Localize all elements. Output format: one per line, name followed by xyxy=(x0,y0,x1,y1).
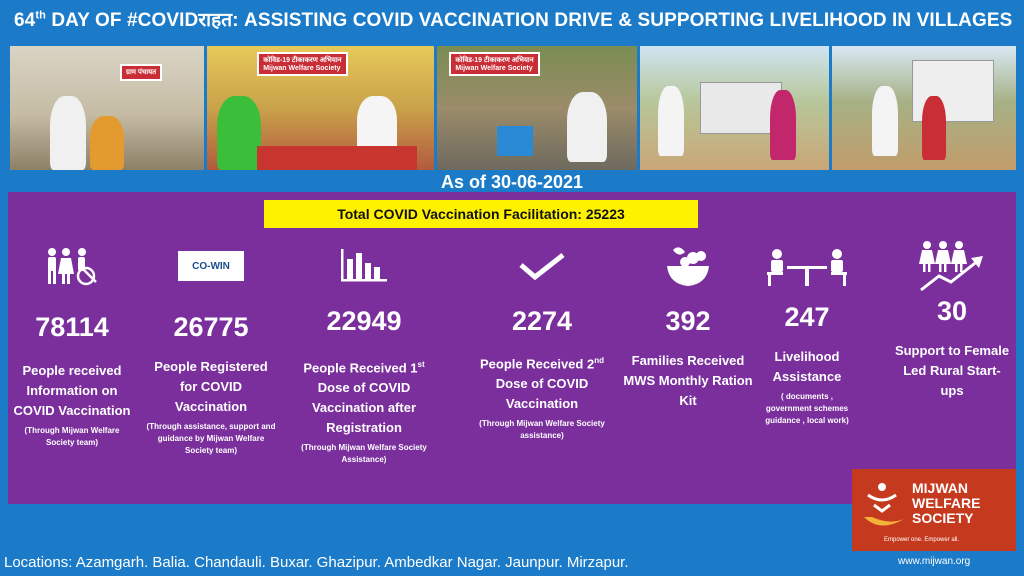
stat-label: Livelihood Assistance xyxy=(772,349,842,384)
stat-number: 2274 xyxy=(511,306,573,336)
stat-subtext: (Through assistance, support and guidanc… xyxy=(146,422,276,455)
total-vaccination-banner: Total COVID Vaccination Facilitation: 25… xyxy=(264,200,698,228)
photo-livelihood-2 xyxy=(831,46,1017,170)
stat-label: Families Received MWS Monthly Ration Kit xyxy=(623,353,753,408)
stat-number: 247 xyxy=(784,302,830,332)
photo-banner-2-line2: Mijwan Welfare Society xyxy=(263,65,341,72)
stat-number: 78114 xyxy=(35,312,109,342)
stat-subtext: (Through Mijwan Welfare Society assistan… xyxy=(479,419,605,441)
checkmark-icon xyxy=(466,240,618,292)
stat-label: People received Information on COVID Vac… xyxy=(13,363,131,418)
photo-table xyxy=(257,146,418,170)
stat-subtext: (Through Mijwan Welfare Society team) xyxy=(24,426,120,447)
photo-banner-3-line1: कोविड-19 टीकाकरण अभियान xyxy=(455,57,534,64)
stats-panel xyxy=(8,192,1016,504)
meeting-table-icon xyxy=(762,240,852,292)
photo-person xyxy=(921,96,946,160)
page-title: 64th DAY OF #COVIDराहत: ASSISTING COVID … xyxy=(14,6,1014,32)
stat-label: People Received 2nd Dose of COVID Vaccin… xyxy=(466,351,618,414)
photo-person xyxy=(871,86,898,156)
people-wheelchair-icon xyxy=(10,240,134,292)
women-growth-icon xyxy=(892,240,1012,292)
stat-label: People Received 1st Dose of COVID Vaccin… xyxy=(290,355,438,438)
photo-banner-3-line2: Mijwan Welfare Society xyxy=(455,65,533,72)
photo-person xyxy=(217,96,262,170)
logo-tagline: Empower one. Empower all. xyxy=(884,537,960,543)
as-of-date: As of 30-06-2021 xyxy=(440,172,584,192)
stat-second-dose: 2274 People Received 2nd Dose of COVID V… xyxy=(466,240,618,442)
stat-label-part: People Received 2 xyxy=(480,356,595,372)
photo-strip: ग्राम पंचायत कोविड-19 टीकाकरण अभियान Mijw… xyxy=(10,46,1017,170)
mijwan-logo-mark xyxy=(864,483,904,526)
logo-line: SOCIETY xyxy=(912,510,974,526)
stat-registered: CO-WIN 26775 People Registered for COVID… xyxy=(144,240,278,457)
photo-banner-3: कोविड-19 टीकाकरण अभियान Mijwan Welfare So… xyxy=(449,52,540,76)
photo-person xyxy=(657,86,684,156)
photo-person xyxy=(90,116,124,170)
cowin-logo-text: CO-WIN xyxy=(178,251,244,281)
photo-vehicle xyxy=(699,82,782,134)
stat-label-part: Dose of COVID Vaccination after Registra… xyxy=(311,380,417,436)
photo-banner-2-line1: कोविड-19 टीकाकरण अभियान xyxy=(263,57,342,64)
stat-label-part: People Received 1 xyxy=(303,360,418,376)
title-day-number: 64 xyxy=(14,10,36,31)
stat-first-dose: 22949 People Received 1st Dose of COVID … xyxy=(290,240,438,466)
photo-vaccination-1: ग्राम पंचायत xyxy=(10,46,205,170)
stat-number: 22949 xyxy=(326,306,402,336)
cowin-logo: CO-WIN xyxy=(144,240,278,292)
stat-livelihood: 247 Livelihood Assistance ( documents , … xyxy=(762,240,852,427)
logo-line: MIJWAN xyxy=(912,480,968,496)
stat-label-part: Dose of COVID Vaccination xyxy=(495,376,589,412)
stat-label: People Registered for COVID Vaccination xyxy=(154,359,268,414)
title-text: DAY OF #COVIDराहत: ASSISTING COVID VACCI… xyxy=(45,10,1013,31)
locations-text: Locations: Azamgarh. Balia. Chandauli. B… xyxy=(4,554,629,571)
photo-box xyxy=(497,126,534,156)
photo-livelihood-1 xyxy=(639,46,829,170)
title-day-suffix: th xyxy=(35,9,46,22)
stat-label-sup: st xyxy=(417,360,425,369)
stat-number: 26775 xyxy=(173,312,249,342)
stat-ration-kit: 392 Families Received MWS Monthly Ration… xyxy=(622,240,754,411)
stat-number: 30 xyxy=(936,296,968,326)
stat-label-sup: nd xyxy=(594,356,604,365)
website-link[interactable]: www.mijwan.org xyxy=(898,556,971,567)
photo-banner-1: ग्राम पंचायत xyxy=(120,64,163,81)
photo-person xyxy=(567,92,608,162)
stat-subtext: (Through Mijwan Welfare Society Assistan… xyxy=(301,443,427,465)
stat-information: 78114 People received Information on COV… xyxy=(10,240,134,449)
stat-startups: 30 Support to Female Led Rural Start-ups xyxy=(892,240,1012,401)
photo-banner-2: कोविड-19 टीकाकरण अभियान Mijwan Welfare So… xyxy=(257,52,348,76)
mijwan-logo: MIJWAN WELFARE SOCIETY Empower one. Empo… xyxy=(852,469,1016,551)
stat-label: Support to Female Led Rural Start-ups xyxy=(894,343,1010,398)
logo-line: WELFARE xyxy=(912,495,981,511)
fruit-basket-icon xyxy=(622,240,754,292)
bar-chart-icon xyxy=(290,240,438,292)
stat-subtext: ( documents , government schemes guidanc… xyxy=(765,392,849,425)
photo-vaccination-2: कोविड-19 टीकाकरण अभियान Mijwan Welfare So… xyxy=(207,46,435,170)
photo-vaccination-3: कोविड-19 टीकाकरण अभियान Mijwan Welfare So… xyxy=(437,46,637,170)
photo-person xyxy=(50,96,86,170)
stat-number: 392 xyxy=(665,306,711,336)
photo-person xyxy=(769,90,796,160)
logo-text: MIJWAN WELFARE SOCIETY xyxy=(912,481,980,526)
